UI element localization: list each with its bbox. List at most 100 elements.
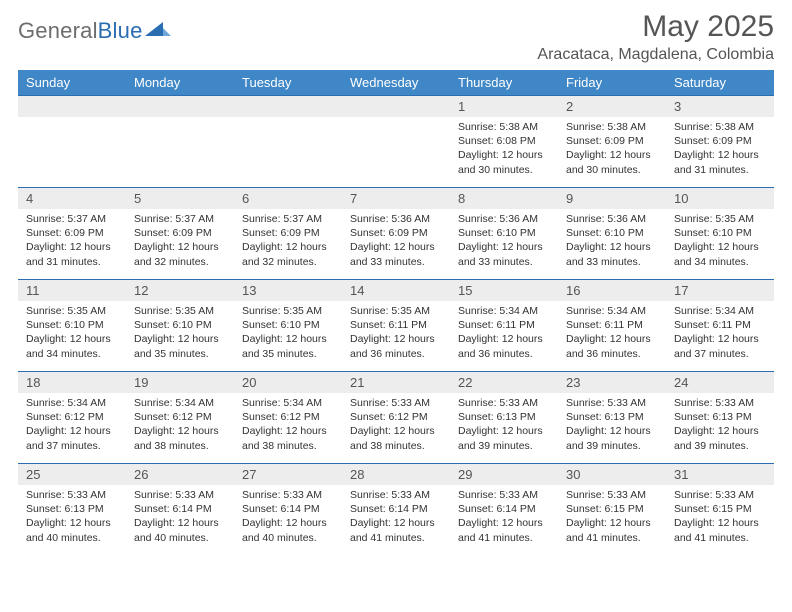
sunset-line: Sunset: 6:09 PM (242, 226, 336, 240)
location-subtitle: Aracataca, Magdalena, Colombia (537, 46, 774, 64)
day-details: Sunrise: 5:35 AMSunset: 6:11 PMDaylight:… (342, 301, 450, 365)
sunset-line: Sunset: 6:10 PM (242, 318, 336, 332)
title-block: May 2025 Aracataca, Magdalena, Colombia (537, 10, 774, 64)
day-details (18, 117, 126, 124)
day-details: Sunrise: 5:33 AMSunset: 6:15 PMDaylight:… (666, 485, 774, 549)
sunset-line: Sunset: 6:10 PM (566, 226, 660, 240)
day-number: 7 (342, 187, 450, 209)
day-number: 28 (342, 463, 450, 485)
daylight-line: Daylight: 12 hours and 38 minutes. (350, 424, 444, 452)
sunrise-line: Sunrise: 5:38 AM (674, 120, 768, 134)
daylight-line: Daylight: 12 hours and 41 minutes. (350, 516, 444, 544)
sunset-line: Sunset: 6:09 PM (566, 134, 660, 148)
calendar-day-cell: 30Sunrise: 5:33 AMSunset: 6:15 PMDayligh… (558, 463, 666, 555)
day-details: Sunrise: 5:34 AMSunset: 6:12 PMDaylight:… (18, 393, 126, 457)
daylight-line: Daylight: 12 hours and 40 minutes. (134, 516, 228, 544)
daylight-line: Daylight: 12 hours and 34 minutes. (26, 332, 120, 360)
sunset-line: Sunset: 6:10 PM (134, 318, 228, 332)
weekday-header: Wednesday (342, 70, 450, 95)
sunset-line: Sunset: 6:14 PM (134, 502, 228, 516)
daylight-line: Daylight: 12 hours and 36 minutes. (458, 332, 552, 360)
calendar-day-cell (18, 95, 126, 187)
calendar-week-row: 1Sunrise: 5:38 AMSunset: 6:08 PMDaylight… (18, 95, 774, 187)
calendar-day-cell: 18Sunrise: 5:34 AMSunset: 6:12 PMDayligh… (18, 371, 126, 463)
daylight-line: Daylight: 12 hours and 39 minutes. (458, 424, 552, 452)
sunset-line: Sunset: 6:11 PM (350, 318, 444, 332)
page-title: May 2025 (537, 10, 774, 44)
day-number: 10 (666, 187, 774, 209)
calendar-day-cell: 10Sunrise: 5:35 AMSunset: 6:10 PMDayligh… (666, 187, 774, 279)
day-details: Sunrise: 5:37 AMSunset: 6:09 PMDaylight:… (234, 209, 342, 273)
day-details: Sunrise: 5:34 AMSunset: 6:12 PMDaylight:… (126, 393, 234, 457)
sunrise-line: Sunrise: 5:34 AM (674, 304, 768, 318)
daylight-line: Daylight: 12 hours and 31 minutes. (674, 148, 768, 176)
daylight-line: Daylight: 12 hours and 41 minutes. (674, 516, 768, 544)
sunset-line: Sunset: 6:09 PM (134, 226, 228, 240)
sunrise-line: Sunrise: 5:35 AM (26, 304, 120, 318)
day-number (126, 95, 234, 117)
weekday-header: Thursday (450, 70, 558, 95)
day-details: Sunrise: 5:33 AMSunset: 6:12 PMDaylight:… (342, 393, 450, 457)
day-number: 21 (342, 371, 450, 393)
day-details: Sunrise: 5:33 AMSunset: 6:13 PMDaylight:… (450, 393, 558, 457)
day-details: Sunrise: 5:38 AMSunset: 6:09 PMDaylight:… (666, 117, 774, 181)
day-number: 2 (558, 95, 666, 117)
calendar-day-cell: 2Sunrise: 5:38 AMSunset: 6:09 PMDaylight… (558, 95, 666, 187)
sunset-line: Sunset: 6:11 PM (566, 318, 660, 332)
sunrise-line: Sunrise: 5:36 AM (458, 212, 552, 226)
daylight-line: Daylight: 12 hours and 35 minutes. (242, 332, 336, 360)
sunset-line: Sunset: 6:14 PM (242, 502, 336, 516)
calendar-table: SundayMondayTuesdayWednesdayThursdayFrid… (18, 70, 774, 555)
day-details (126, 117, 234, 124)
sunset-line: Sunset: 6:13 PM (26, 502, 120, 516)
sunrise-line: Sunrise: 5:33 AM (350, 488, 444, 502)
calendar-day-cell: 28 Sunrise: 5:33 AMSunset: 6:14 PMDayligh… (342, 463, 450, 555)
day-details: Sunrise: 5:36 AMSunset: 6:09 PMDaylight:… (342, 209, 450, 273)
sunrise-line: Sunrise: 5:33 AM (350, 396, 444, 410)
day-details: Sunrise: 5:37 AMSunset: 6:09 PMDaylight:… (18, 209, 126, 273)
sunset-line: Sunset: 6:15 PM (566, 502, 660, 516)
sunset-line: Sunset: 6:14 PM (458, 502, 552, 516)
calendar-day-cell (234, 95, 342, 187)
sunset-line: Sunset: 6:12 PM (26, 410, 120, 424)
day-number: 4 (18, 187, 126, 209)
calendar-day-cell: 29Sunrise: 5:33 AMSunset: 6:14 PMDayligh… (450, 463, 558, 555)
daylight-line: Daylight: 12 hours and 37 minutes. (674, 332, 768, 360)
calendar-day-cell: 17Sunrise: 5:34 AMSunset: 6:11 PMDayligh… (666, 279, 774, 371)
calendar-day-cell: 1Sunrise: 5:38 AMSunset: 6:08 PMDaylight… (450, 95, 558, 187)
day-details: Sunrise: 5:35 AMSunset: 6:10 PMDaylight:… (234, 301, 342, 365)
calendar-day-cell: 6Sunrise: 5:37 AMSunset: 6:09 PMDaylight… (234, 187, 342, 279)
daylight-line: Daylight: 12 hours and 40 minutes. (242, 516, 336, 544)
day-details: Sunrise: 5:33 AMSunset: 6:13 PMDaylight:… (18, 485, 126, 549)
daylight-line: Daylight: 12 hours and 33 minutes. (458, 240, 552, 268)
sunset-line: Sunset: 6:14 PM (350, 502, 444, 516)
calendar-day-cell: 12Sunrise: 5:35 AMSunset: 6:10 PMDayligh… (126, 279, 234, 371)
sunrise-line: Sunrise: 5:34 AM (242, 396, 336, 410)
sunrise-line: Sunrise: 5:34 AM (458, 304, 552, 318)
day-details: Sunrise: 5:33 AMSunset: 6:14 PMDaylight:… (234, 485, 342, 549)
day-number: 24 (666, 371, 774, 393)
daylight-line: Daylight: 12 hours and 39 minutes. (674, 424, 768, 452)
daylight-line: Daylight: 12 hours and 39 minutes. (566, 424, 660, 452)
sunset-line: Sunset: 6:11 PM (674, 318, 768, 332)
day-number: 12 (126, 279, 234, 301)
day-details: Sunrise: 5:34 AMSunset: 6:11 PMDaylight:… (558, 301, 666, 365)
daylight-line: Daylight: 12 hours and 32 minutes. (134, 240, 228, 268)
sunrise-line: Sunrise: 5:36 AM (566, 212, 660, 226)
daylight-line: Daylight: 12 hours and 36 minutes. (566, 332, 660, 360)
sunrise-line: Sunrise: 5:35 AM (134, 304, 228, 318)
brand-triangle-icon (145, 20, 171, 43)
day-number: 22 (450, 371, 558, 393)
brand-word-2: Blue (98, 18, 143, 43)
calendar-day-cell: 22Sunrise: 5:33 AMSunset: 6:13 PMDayligh… (450, 371, 558, 463)
sunset-line: Sunset: 6:15 PM (674, 502, 768, 516)
daylight-line: Daylight: 12 hours and 40 minutes. (26, 516, 120, 544)
sunset-line: Sunset: 6:09 PM (350, 226, 444, 240)
day-details: Sunrise: 5:33 AMSunset: 6:14 PMDaylight:… (450, 485, 558, 549)
sunset-line: Sunset: 6:13 PM (674, 410, 768, 424)
calendar-week-row: 18Sunrise: 5:34 AMSunset: 6:12 PMDayligh… (18, 371, 774, 463)
day-number: 15 (450, 279, 558, 301)
daylight-line: Daylight: 12 hours and 38 minutes. (134, 424, 228, 452)
day-number: 31 (666, 463, 774, 485)
calendar-week-row: 25Sunrise: 5:33 AMSunset: 6:13 PMDayligh… (18, 463, 774, 555)
